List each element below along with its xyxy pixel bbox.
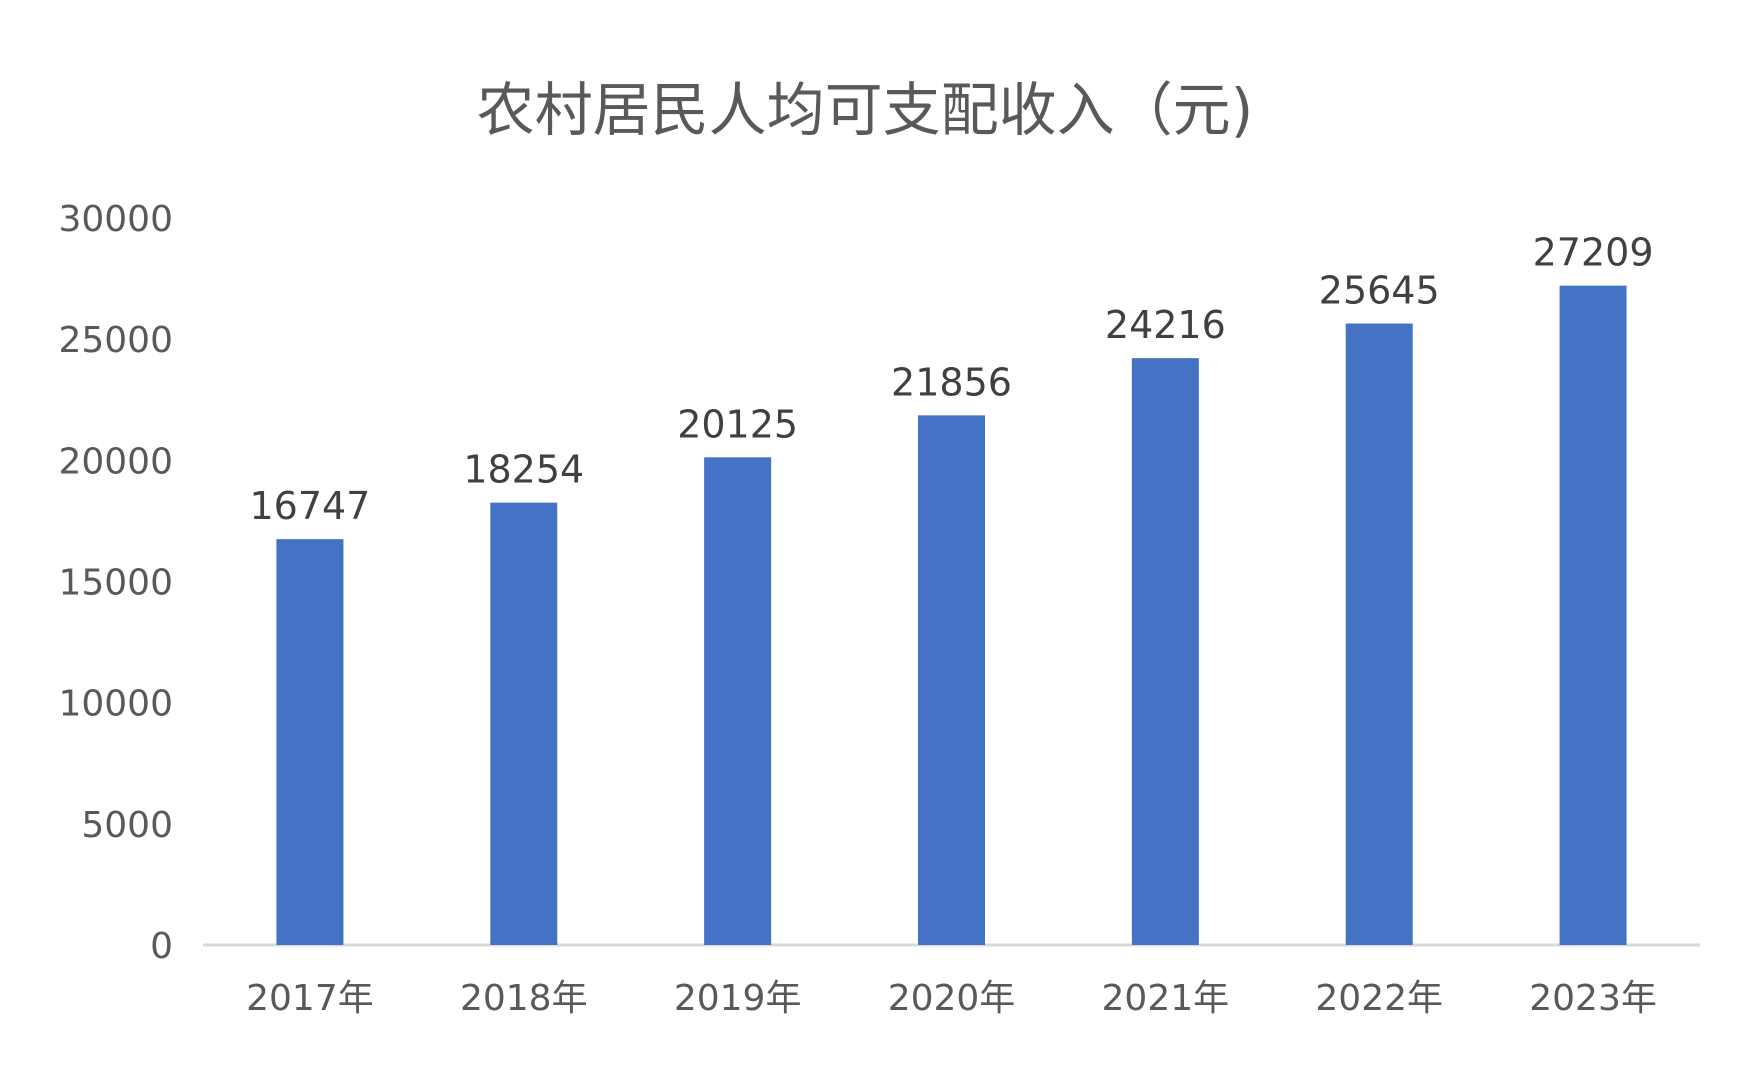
bar [1345, 323, 1413, 946]
data-label: 24216 [1105, 303, 1226, 347]
y-tick-label: 5000 [81, 805, 173, 846]
bar [1559, 285, 1627, 945]
bar [1131, 358, 1199, 945]
y-tick-label: 20000 [58, 441, 173, 482]
bar [918, 415, 985, 945]
x-tick-label: 2023年 [1529, 978, 1657, 1019]
data-labels: 16747 18254 20125 21856 24216 25645 27209 [249, 231, 1653, 529]
bar [276, 539, 344, 945]
data-label: 25645 [1319, 269, 1440, 313]
data-label: 21856 [891, 360, 1012, 404]
x-axis: 2017年 2018年 2019年 2020年 2021年 2022年 2023年 [246, 978, 1657, 1019]
bar-series [276, 285, 1627, 946]
data-label: 27209 [1533, 231, 1654, 275]
x-tick-label: 2022年 [1315, 978, 1443, 1019]
y-axis: 0 5000 10000 15000 20000 25000 30000 [58, 199, 173, 967]
y-tick-label: 10000 [58, 684, 173, 725]
y-tick-label: 30000 [58, 199, 173, 240]
data-label: 16747 [249, 484, 370, 528]
chart-title: 农村居民人均可支配收入（元) [477, 76, 1254, 144]
y-tick-label: 25000 [58, 320, 173, 361]
bar [490, 502, 558, 945]
x-tick-label: 2021年 [1102, 978, 1230, 1019]
bar [704, 457, 772, 945]
x-tick-label: 2020年 [888, 978, 1016, 1019]
y-tick-label: 15000 [58, 563, 173, 604]
x-tick-label: 2017年 [246, 978, 374, 1019]
x-tick-label: 2019年 [674, 978, 802, 1019]
data-label: 18254 [463, 448, 584, 492]
data-label: 20125 [677, 402, 798, 446]
y-tick-label: 0 [150, 926, 173, 967]
x-tick-label: 2018年 [460, 978, 588, 1019]
